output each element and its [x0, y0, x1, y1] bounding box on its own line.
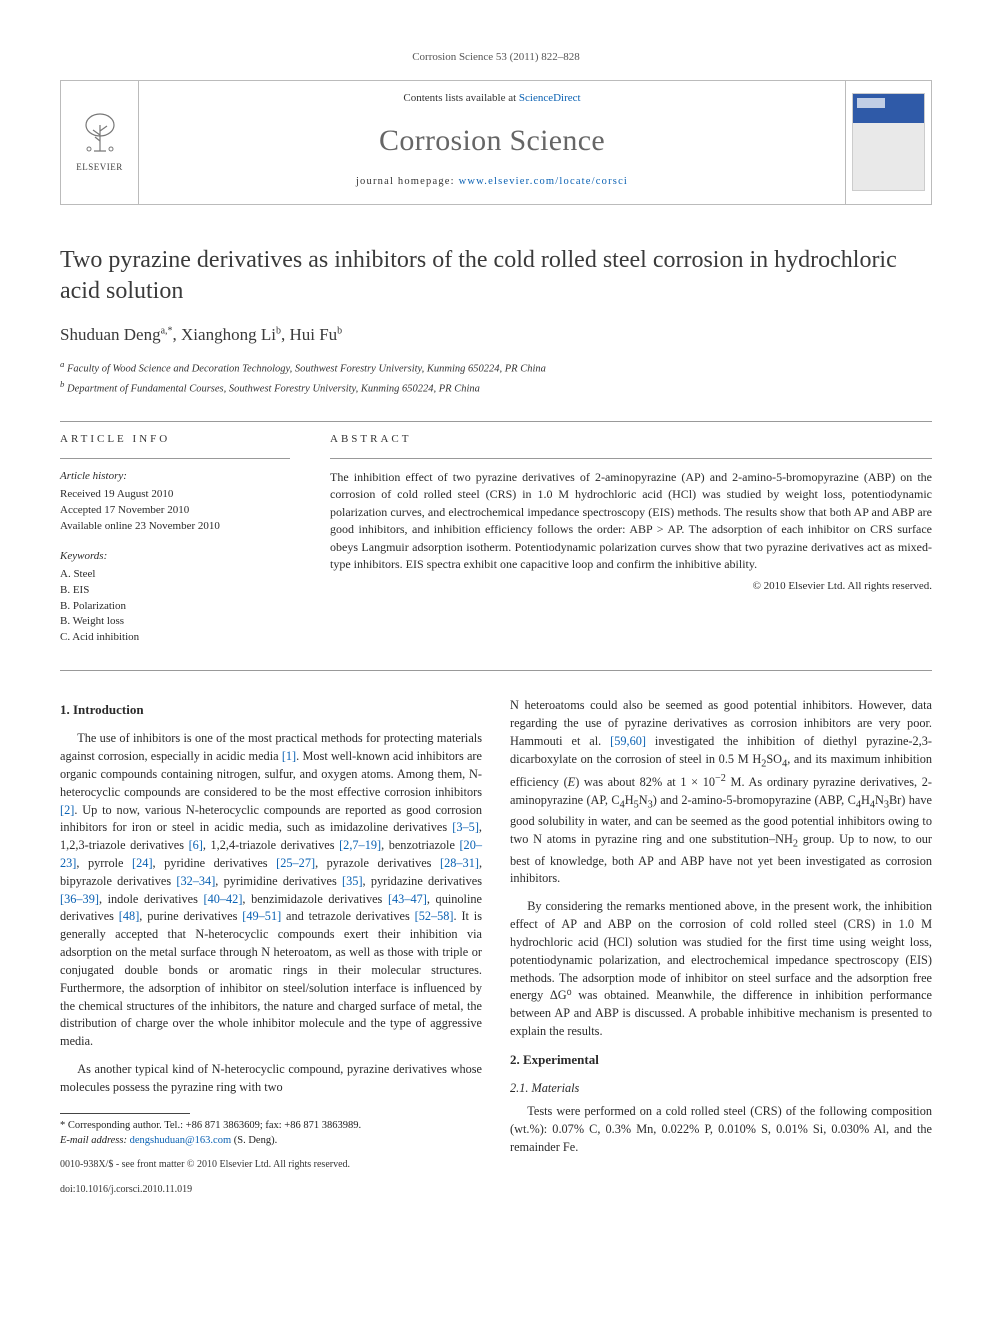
footnote-block: * Corresponding author. Tel.: +86 871 38…	[60, 1113, 482, 1197]
section-2-title: 2. Experimental	[510, 1051, 932, 1070]
homepage-prefix: journal homepage:	[356, 176, 459, 187]
sciencedirect-link[interactable]: ScienceDirect	[519, 92, 581, 104]
email-link[interactable]: dengshuduan@163.com	[130, 1135, 232, 1146]
keywords-label: Keywords:	[60, 549, 290, 565]
keyword-5: C. Acid inhibition	[60, 630, 290, 646]
contents-prefix: Contents lists available at	[403, 92, 518, 104]
article-info-block: ARTICLE INFO Article history: Received 1…	[60, 432, 290, 646]
rule-info	[60, 458, 290, 459]
ref-link[interactable]: [40–42]	[203, 892, 242, 906]
doi-line: doi:10.1016/j.corsci.2010.11.019	[60, 1183, 482, 1198]
journal-name: Corrosion Science	[147, 119, 837, 163]
rule-bottom	[60, 670, 932, 671]
affiliation-a-text: Faculty of Wood Science and Decoration T…	[67, 363, 546, 374]
journal-header-bar: ELSEVIER Contents lists available at Sci…	[60, 80, 932, 205]
cover-image	[852, 93, 925, 191]
history-online: Available online 23 November 2010	[60, 519, 290, 535]
ref-link[interactable]: [52–58]	[415, 909, 454, 923]
contents-line: Contents lists available at ScienceDirec…	[147, 91, 837, 107]
ref-link[interactable]: [35]	[342, 874, 363, 888]
article-title: Two pyrazine derivatives as inhibitors o…	[60, 245, 932, 307]
affiliations: a Faculty of Wood Science and Decoration…	[60, 358, 932, 397]
ref-link[interactable]: [59,60]	[610, 734, 646, 748]
author-3: Hui Fu	[289, 325, 337, 344]
header-center: Contents lists available at ScienceDirec…	[139, 81, 845, 204]
author-2: Xianghong Li	[181, 325, 276, 344]
article-info-header: ARTICLE INFO	[60, 432, 290, 448]
corresponding-author-footnote: * Corresponding author. Tel.: +86 871 38…	[60, 1118, 482, 1133]
journal-reference: Corrosion Science 53 (2011) 822–828	[60, 50, 932, 66]
homepage-link[interactable]: www.elsevier.com/locate/corsci	[459, 176, 628, 187]
paragraph-4: Tests were performed on a cold rolled st…	[510, 1103, 932, 1156]
paragraph-2b: N heteroatoms could also be seemed as go…	[510, 697, 932, 888]
affiliation-b: b Department of Fundamental Courses, Sou…	[60, 378, 932, 397]
email-label: E-mail address:	[60, 1135, 127, 1146]
homepage-line: journal homepage: www.elsevier.com/locat…	[147, 174, 837, 189]
ref-link[interactable]: [3–5]	[452, 820, 479, 834]
affiliation-b-text: Department of Fundamental Courses, South…	[67, 384, 480, 395]
rule-abstract	[330, 458, 932, 459]
ref-link[interactable]: [6]	[189, 838, 203, 852]
abstract-header: ABSTRACT	[330, 432, 932, 448]
paragraph-3: By considering the remarks mentioned abo…	[510, 898, 932, 1041]
ref-link[interactable]: [24]	[132, 856, 153, 870]
ref-link[interactable]: [2]	[60, 803, 74, 817]
copyright-line: © 2010 Elsevier Ltd. All rights reserved…	[330, 579, 932, 595]
ref-link[interactable]: [25–27]	[276, 856, 315, 870]
abstract-block: ABSTRACT The inhibition effect of two py…	[330, 432, 932, 646]
history-received: Received 19 August 2010	[60, 487, 290, 503]
abstract-text: The inhibition effect of two pyrazine de…	[330, 469, 932, 573]
keyword-1: A. Steel	[60, 567, 290, 583]
author-1: Shuduan Deng	[60, 325, 161, 344]
keyword-4: B. Weight loss	[60, 614, 290, 630]
footnote-rule	[60, 1113, 190, 1114]
author-3-sup: b	[337, 325, 342, 336]
history-accepted: Accepted 17 November 2010	[60, 503, 290, 519]
section-1-title: 1. Introduction	[60, 701, 482, 720]
author-2-sup: b	[276, 325, 281, 336]
history-label: Article history:	[60, 469, 290, 485]
email-footnote: E-mail address: dengshuduan@163.com (S. …	[60, 1133, 482, 1148]
ref-link[interactable]: [2,7–19]	[339, 838, 381, 852]
keyword-3: B. Polarization	[60, 599, 290, 615]
ref-link[interactable]: [1]	[282, 749, 296, 763]
meta-row: ARTICLE INFO Article history: Received 1…	[60, 432, 932, 646]
section-2-1-title: 2.1. Materials	[510, 1080, 932, 1098]
paragraph-2a: As another typical kind of N-heterocycli…	[60, 1061, 482, 1097]
keyword-2: B. EIS	[60, 583, 290, 599]
affiliation-a: a Faculty of Wood Science and Decoration…	[60, 358, 932, 377]
paragraph-1: The use of inhibitors is one of the most…	[60, 730, 482, 1051]
rule-top	[60, 421, 932, 422]
journal-cover-thumb	[845, 81, 931, 204]
elsevier-tree-icon	[77, 111, 123, 157]
ref-link[interactable]: [43–47]	[388, 892, 427, 906]
front-matter-line: 0010-938X/$ - see front matter © 2010 El…	[60, 1158, 482, 1173]
ref-link[interactable]: [28–31]	[440, 856, 479, 870]
body-columns: 1. Introduction The use of inhibitors is…	[60, 697, 932, 1197]
author-line: Shuduan Denga,*, Xianghong Lib, Hui Fub	[60, 323, 932, 348]
publisher-name: ELSEVIER	[76, 161, 123, 174]
ref-link[interactable]: [32–34]	[176, 874, 215, 888]
email-suffix: (S. Deng).	[234, 1135, 277, 1146]
ref-link[interactable]: [48]	[119, 909, 140, 923]
ref-link[interactable]: [36–39]	[60, 892, 99, 906]
ref-link[interactable]: [49–51]	[242, 909, 281, 923]
ref-link[interactable]: [20–23]	[60, 838, 482, 870]
publisher-logo: ELSEVIER	[61, 81, 139, 204]
author-1-sup: a,*	[161, 325, 173, 336]
